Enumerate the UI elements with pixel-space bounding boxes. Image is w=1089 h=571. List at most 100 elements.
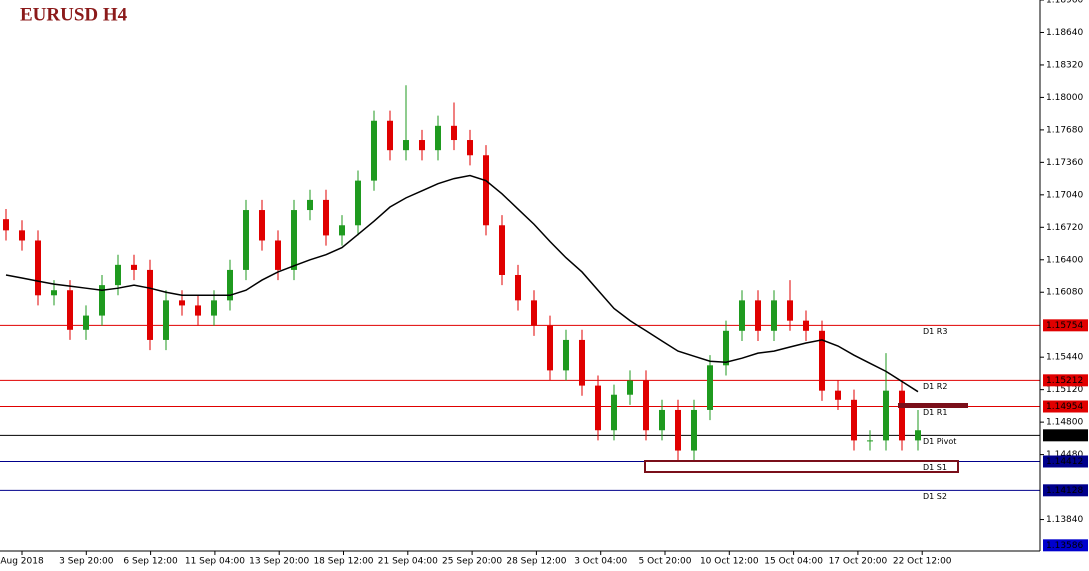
price-label: 1.13586	[1046, 541, 1083, 551]
candle-body	[819, 330, 825, 391]
price-label: 1.15754	[1046, 321, 1083, 331]
candle-body	[131, 264, 137, 270]
candle-body	[19, 230, 25, 241]
price-label: 1.15212	[1046, 376, 1083, 386]
y-tick-label: 1.18320	[1046, 60, 1083, 70]
y-tick-label: 1.17040	[1046, 190, 1083, 200]
candle-body	[179, 300, 185, 306]
candle-body	[659, 409, 665, 431]
x-tick-label: 22 Oct 12:00	[893, 557, 952, 567]
y-tick-label: 1.17360	[1046, 158, 1083, 168]
candle-body	[707, 365, 713, 410]
candle-body	[403, 140, 409, 151]
candle-body	[883, 390, 889, 441]
price-box	[1043, 319, 1088, 332]
x-tick-label: 15 Oct 04:00	[764, 557, 823, 567]
x-tick-label: 6 Sep 12:00	[123, 557, 178, 567]
candle-body	[83, 315, 89, 330]
candle-body	[307, 199, 313, 211]
level-name: D1 R2	[923, 382, 947, 391]
candle-body	[803, 320, 809, 331]
candle-body	[755, 300, 761, 331]
y-tick-label: 1.13840	[1046, 515, 1083, 525]
level-name: D1 Pivot	[923, 437, 956, 446]
candle-body	[867, 440, 873, 442]
candle-body	[691, 409, 697, 451]
candle-body	[99, 285, 105, 316]
price-label: 1.14412	[1046, 457, 1083, 467]
price-label: 1.14128	[1046, 486, 1083, 496]
y-tick-label: 1.14800	[1046, 418, 1083, 428]
candle-body	[611, 394, 617, 431]
candle-body	[147, 269, 153, 340]
candle-body	[835, 390, 841, 400]
y-tick-label: 1.16720	[1046, 223, 1083, 233]
candle-body	[35, 240, 41, 296]
candle-body	[419, 140, 425, 151]
x-tick-label: 25 Sep 20:00	[442, 557, 502, 567]
x-tick-label: 21 Sep 04:00	[378, 557, 438, 567]
candle-body	[163, 300, 169, 340]
candle-body	[227, 269, 233, 301]
moving-average	[5, 174, 919, 393]
candle-body	[499, 225, 505, 275]
candle-body	[563, 339, 569, 371]
candle-body	[595, 385, 601, 431]
price-box	[1043, 400, 1088, 413]
price-label: 1.1467	[1046, 431, 1078, 441]
price-label: 1.14954	[1046, 402, 1083, 412]
candle-body	[115, 264, 121, 286]
candle-body	[675, 409, 681, 451]
candle-body	[515, 274, 521, 301]
y-tick-label: 1.18000	[1046, 93, 1083, 103]
x-tick-label: 3 Oct 04:00	[574, 557, 627, 567]
price-box	[1043, 429, 1088, 442]
candle-body	[483, 155, 489, 226]
candle-body	[771, 300, 777, 331]
candle-body	[275, 240, 281, 270]
candle-body	[211, 300, 217, 316]
chart-title: EURUSD H4	[20, 4, 128, 25]
candle-body	[339, 225, 345, 236]
y-tick-label: 1.14480	[1046, 450, 1083, 460]
y-tick-label: 1.16400	[1046, 255, 1083, 265]
candle-body	[899, 390, 905, 441]
candle-body	[323, 199, 329, 236]
candle-body	[387, 120, 393, 151]
price-box	[1043, 539, 1088, 552]
y-tick-label: 1.15120	[1046, 385, 1083, 395]
candle-body	[915, 430, 921, 441]
candle-body	[435, 125, 441, 151]
candle-body	[371, 120, 377, 181]
x-tick-label: 5 Oct 20:00	[639, 557, 692, 567]
x-tick-label: 18 Sep 12:00	[313, 557, 373, 567]
price-box	[1043, 484, 1088, 497]
candle-body	[547, 325, 553, 371]
candle-body	[291, 210, 297, 270]
candle-body	[355, 180, 361, 226]
candle-body	[739, 300, 745, 331]
candle-body	[259, 210, 265, 241]
x-tick-label: Aug 2018	[0, 557, 44, 567]
x-tick-label: 13 Sep 20:00	[249, 557, 309, 567]
level-name: D1 S2	[923, 492, 947, 501]
candle-body	[723, 330, 729, 366]
candle-body	[3, 219, 9, 231]
candle-body	[643, 380, 649, 431]
plot-area	[0, 85, 1040, 491]
candle-body	[67, 290, 73, 330]
candle-body	[51, 290, 57, 296]
price-box	[1043, 455, 1088, 468]
candle-body	[531, 300, 537, 326]
x-tick-label: 17 Oct 20:00	[829, 557, 888, 567]
resistance-zone	[898, 403, 968, 408]
y-tick-label: 1.18640	[1046, 28, 1083, 38]
level-name: D1 S1	[923, 463, 947, 472]
candle-body	[851, 399, 857, 441]
x-tick-label: 3 Sep 20:00	[59, 557, 114, 567]
candle-body	[243, 210, 249, 270]
level-name: D1 R3	[923, 327, 947, 336]
x-tick-label: 10 Oct 12:00	[700, 557, 759, 567]
